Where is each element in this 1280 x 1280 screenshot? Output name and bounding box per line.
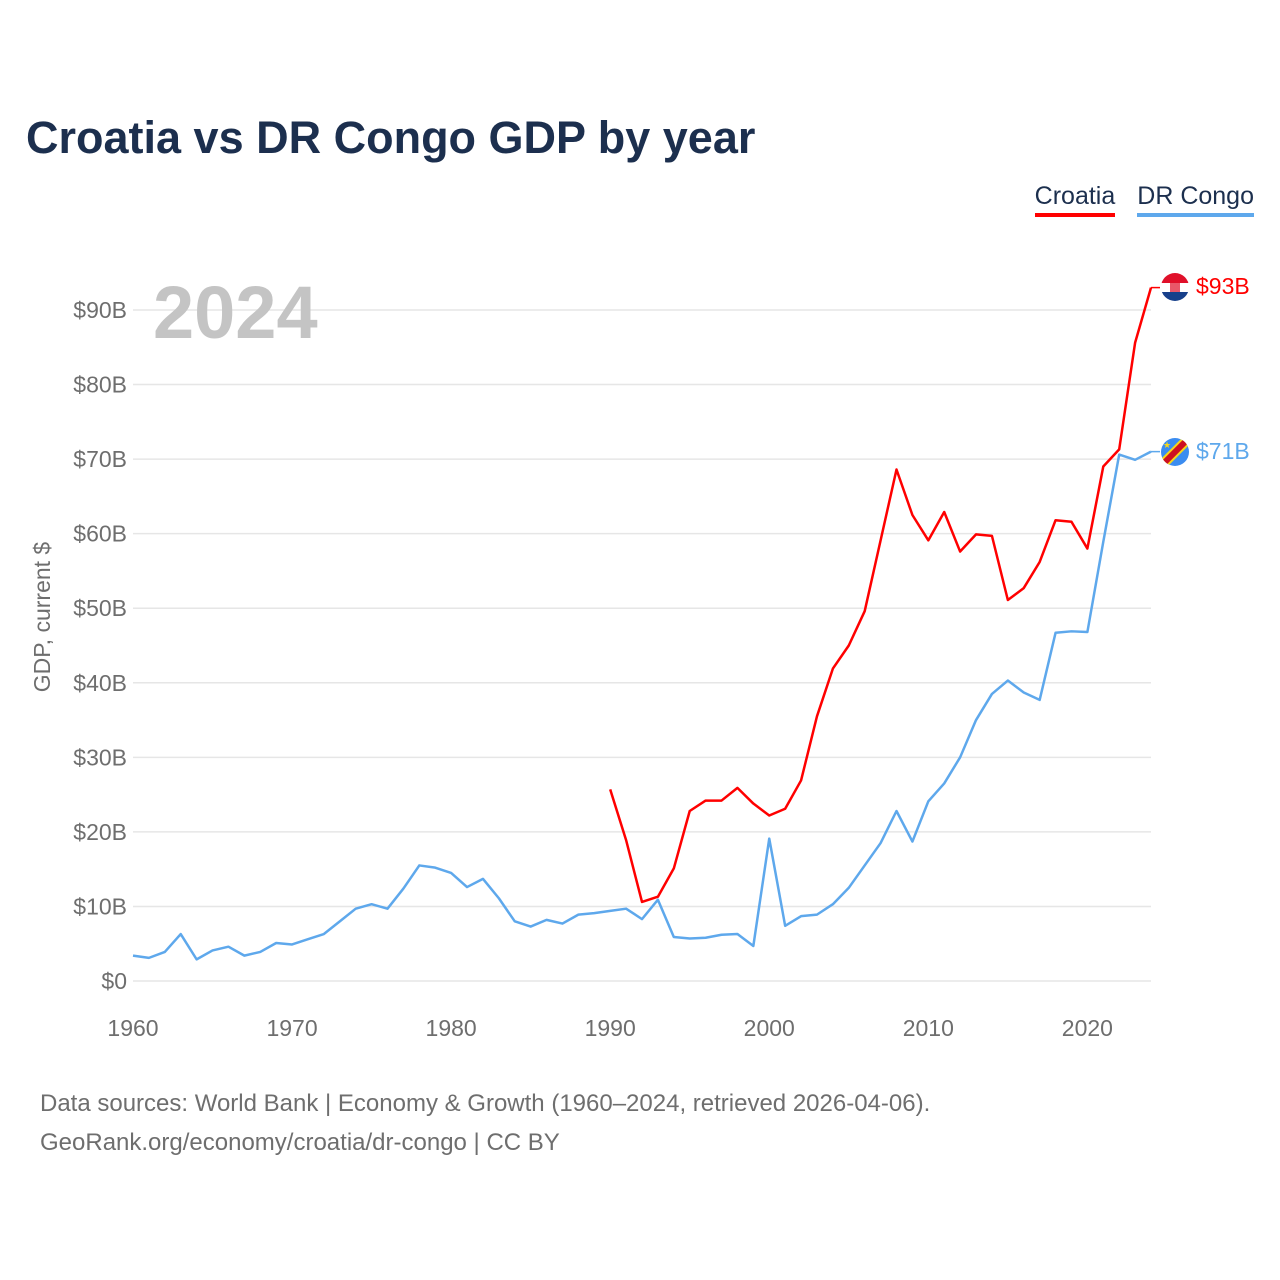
x-tick-label: 2000 <box>744 1015 795 1041</box>
drcongo-end-label: $71B <box>1196 438 1250 464</box>
y-tick-label: $50B <box>73 595 127 621</box>
y-tick-label: $0 <box>101 968 127 994</box>
y-tick-label: $10B <box>73 893 127 919</box>
svg-text:★: ★ <box>1163 440 1171 450</box>
x-tick-label: 1970 <box>266 1015 317 1041</box>
croatia-flag-icon <box>1161 273 1189 301</box>
x-tick-label: 1960 <box>107 1015 158 1041</box>
croatia-end-label: $93B <box>1196 273 1250 299</box>
x-tick-label: 2010 <box>903 1015 954 1041</box>
series-line-dr-congo <box>132 450 1152 961</box>
x-tick-label: 2020 <box>1062 1015 1113 1041</box>
legend: Croatia DR Congo <box>1034 182 1254 217</box>
y-tick-label: $70B <box>73 446 127 472</box>
x-tick-label: 1980 <box>426 1015 477 1041</box>
source-note: Data sources: World Bank | Economy & Gro… <box>40 1090 931 1117</box>
source-link[interactable]: GeoRank.org/economy/croatia/dr-congo | C… <box>40 1129 560 1156</box>
series-line-croatia <box>608 287 1153 904</box>
legend-croatia[interactable]: Croatia <box>1034 182 1116 217</box>
legend-drcongo[interactable]: DR Congo <box>1137 182 1254 217</box>
y-axis-label: GDP, current $ <box>29 542 55 693</box>
y-tick-label: $20B <box>73 819 127 845</box>
y-tick-label: $40B <box>73 670 127 696</box>
y-tick-label: $80B <box>73 372 127 398</box>
y-tick-label: $60B <box>73 521 127 547</box>
year-watermark: 2024 <box>153 271 318 354</box>
y-tick-label: $90B <box>73 297 127 323</box>
x-tick-label: 1990 <box>585 1015 636 1041</box>
y-tick-label: $30B <box>73 744 127 770</box>
footer: Data sources: World Bank | Economy & Gro… <box>40 1084 930 1162</box>
chart-title: Croatia vs DR Congo GDP by year <box>26 112 756 163</box>
drcongo-flag-icon: ★ <box>1161 438 1189 466</box>
